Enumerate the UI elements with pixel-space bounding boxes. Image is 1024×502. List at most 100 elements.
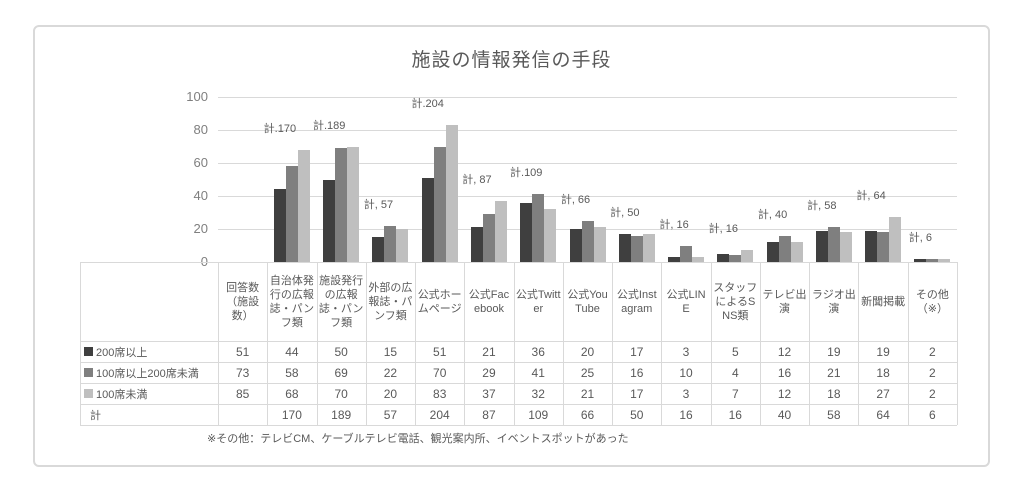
- table-vline: [316, 262, 318, 425]
- bar-100席未満-12: [839, 232, 852, 262]
- table-cell: 25: [580, 365, 595, 380]
- gridline: [218, 97, 957, 98]
- table-hline: [80, 404, 957, 405]
- table-header-cell: 公式Facebook: [468, 288, 510, 315]
- table-vline: [218, 262, 219, 425]
- table-vline: [464, 262, 466, 425]
- bar-100席以上200席未満-6: [532, 194, 545, 262]
- table-cell: 2: [929, 365, 936, 380]
- y-axis-tick-label: 60: [193, 155, 208, 170]
- bar-200席以上-12: [815, 230, 828, 262]
- legend-swatch: [84, 368, 93, 377]
- footnote: ※その他：テレビCM、ケーブルテレビ電話、観光案内所、イベントスポットがあった: [207, 433, 629, 445]
- table-hline: [80, 362, 957, 363]
- bar-100席以上200席未満-1: [285, 166, 298, 262]
- total-data-label: 計.109: [510, 167, 543, 180]
- table-header-cell: 外部の広報誌・パンフ類: [368, 281, 413, 322]
- table-cell: 21: [827, 365, 841, 380]
- table-cell: 109: [528, 407, 549, 422]
- table-cell: 3: [682, 386, 690, 401]
- table-cell: 10: [679, 365, 693, 380]
- table-cell: 66: [580, 407, 595, 422]
- table-header-cell: テレビ出演: [762, 288, 807, 315]
- total-data-label: 計.204: [411, 98, 444, 111]
- table-row-label-text: 100席未満: [96, 388, 148, 401]
- table-header-cell: 公式Instagram: [616, 288, 657, 315]
- y-axis-tick-label: 100: [186, 89, 208, 104]
- bar-200席以上-8: [618, 233, 631, 262]
- table-cell: 15: [383, 344, 398, 359]
- table-cell: 51: [235, 344, 250, 359]
- total-data-label: 計.170: [263, 122, 297, 135]
- bar-100席以上200席未満-14: [926, 258, 939, 262]
- table-cell: 18: [827, 386, 841, 401]
- gridline: [218, 130, 957, 131]
- bar-100席以上200席未満-8: [630, 235, 643, 262]
- table-cell: 204: [429, 407, 450, 422]
- table-cell: 37: [482, 386, 496, 401]
- bar-100席以上200席未満-3: [384, 225, 397, 262]
- table-cell: 2: [929, 344, 936, 359]
- table-hline: [80, 341, 957, 342]
- table-cell: 3: [682, 344, 690, 359]
- bar-200席以上-10: [717, 253, 730, 262]
- table-vline: [513, 262, 515, 425]
- total-data-label: 計.189: [312, 119, 346, 132]
- table-header-cell: 公式Twitter: [515, 288, 561, 315]
- table-cell: 22: [383, 365, 398, 380]
- table-cell: 70: [334, 386, 348, 401]
- table-cell: 83: [433, 386, 447, 401]
- table-cell: 16: [630, 365, 644, 380]
- bar-200席以上-6: [520, 202, 533, 262]
- total-data-label: 計, 50: [610, 206, 640, 219]
- table-cell: 70: [433, 365, 447, 380]
- table-header-cell: ラジオ出演: [811, 288, 856, 315]
- total-data-label: 計, 87: [462, 173, 492, 186]
- table-cell: 44: [285, 344, 299, 359]
- bar-200席以上-5: [470, 227, 483, 262]
- bar-100席以上200席未満-13: [877, 232, 890, 262]
- bar-100席以上200席未満-4: [433, 146, 446, 262]
- y-axis-tick-label: 40: [193, 188, 208, 203]
- table-header-cell: 自治体発行の広報誌・パンフ類: [269, 274, 315, 329]
- gridline: [218, 196, 957, 197]
- bar-100席以上200席未満-9: [680, 245, 693, 262]
- table-header-cell: 新聞掲載: [861, 295, 906, 308]
- table-vline: [858, 262, 860, 425]
- table-vline: [907, 262, 909, 425]
- table-row-label-text: 200席以上: [96, 346, 148, 359]
- bar-200席以上-4: [421, 177, 434, 262]
- table-vline: [562, 262, 564, 425]
- table-cell: 6: [929, 407, 936, 422]
- table-row-label: 200席以上: [80, 341, 218, 362]
- table-cell: 12: [777, 386, 792, 401]
- table-cell: [218, 404, 267, 425]
- bar-200席以上-11: [766, 242, 779, 262]
- table-cell: 40: [777, 407, 792, 422]
- bar-100席未満-10: [741, 250, 754, 262]
- table-vline: [710, 262, 712, 425]
- table-hline: [80, 425, 957, 426]
- bar-200席以上-7: [569, 229, 582, 262]
- table-cell: 58: [827, 407, 841, 422]
- table-cell: 51: [433, 344, 447, 359]
- table-hline: [80, 262, 957, 263]
- table-row-label-text: 100席以上200席未満: [96, 367, 199, 380]
- bar-100席未満-8: [642, 233, 655, 262]
- table-hline: [80, 383, 957, 384]
- table-header-cell: 公式ホームページ: [417, 288, 462, 315]
- total-data-label: 計, 16: [659, 218, 689, 231]
- bar-200席以上-2: [323, 179, 336, 262]
- table-row-label: 計: [80, 404, 218, 425]
- total-data-label: 計, 40: [757, 208, 788, 221]
- table-vline: [80, 262, 81, 425]
- table-cell: 2: [929, 386, 936, 401]
- table-vline: [612, 262, 614, 425]
- table-vline: [415, 262, 417, 425]
- bar-100席未満-9: [692, 257, 705, 262]
- table-header-cell: 回答数（施設数）: [226, 281, 260, 322]
- table-cell: 20: [580, 344, 595, 359]
- table-cell: 36: [531, 344, 545, 359]
- bar-100席以上200席未満-7: [581, 220, 594, 262]
- bar-100席以上200席未満-2: [335, 148, 348, 262]
